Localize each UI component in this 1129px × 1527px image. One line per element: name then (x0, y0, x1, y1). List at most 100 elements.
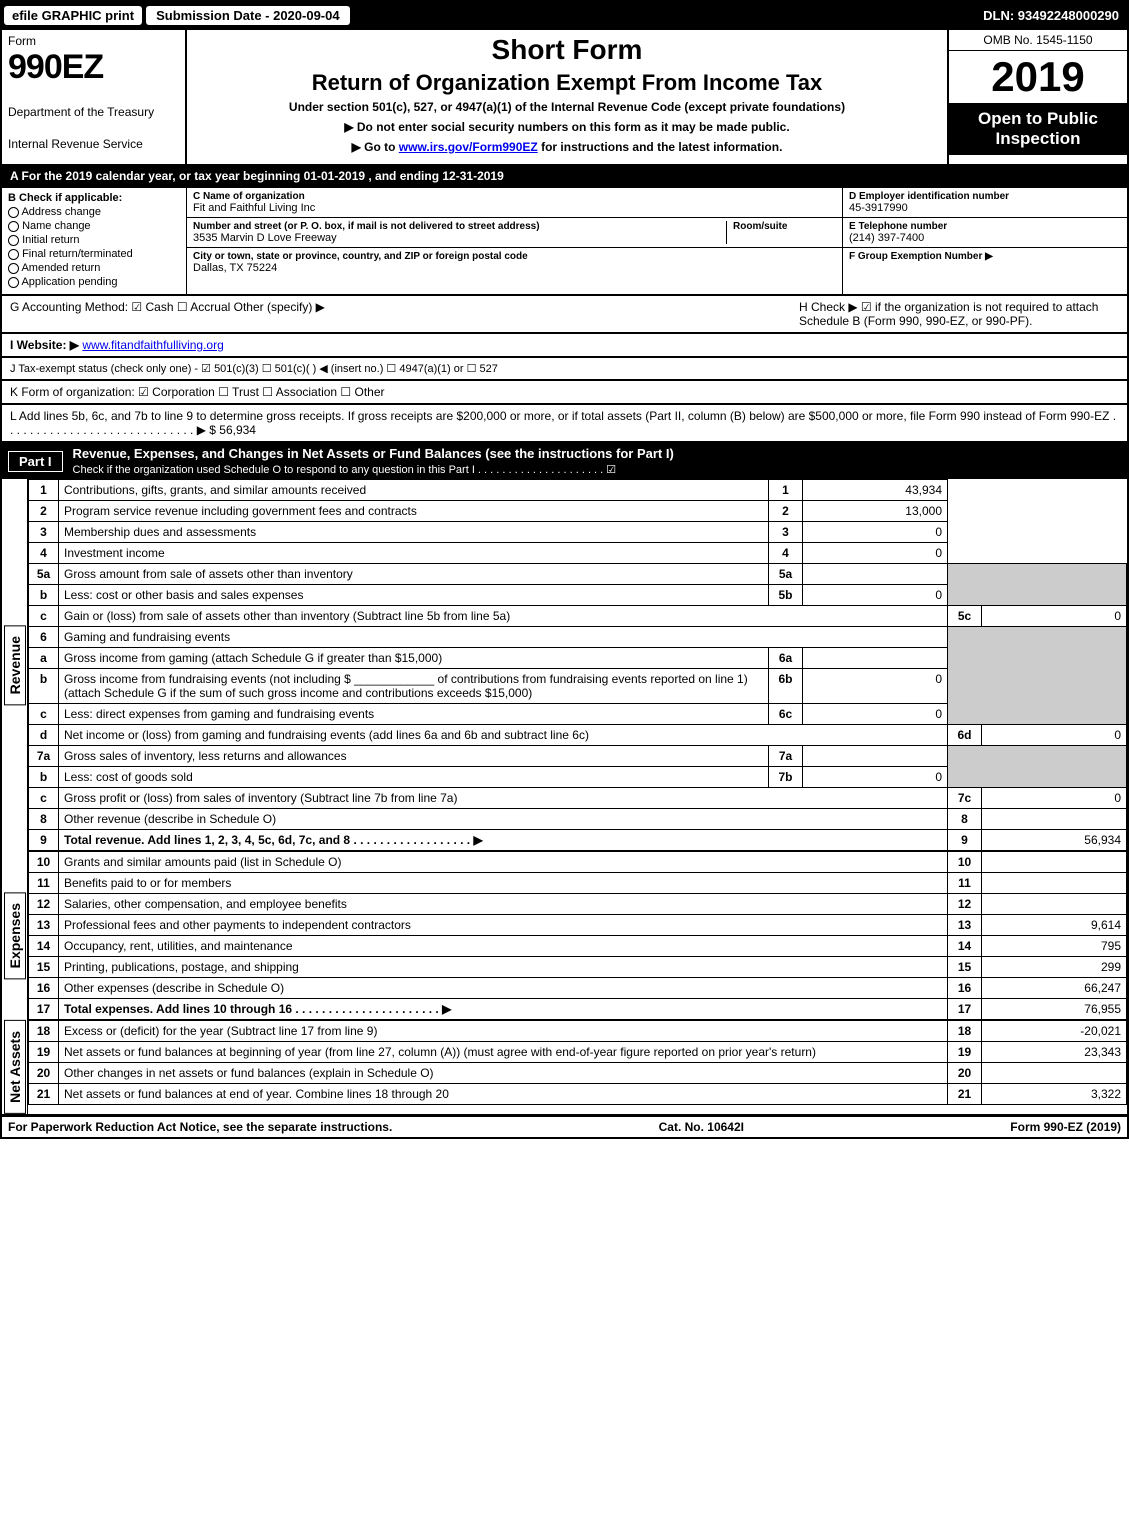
chk-final-return[interactable] (8, 249, 19, 260)
line-16: 16Other expenses (describe in Schedule O… (29, 978, 1127, 999)
line-a-tax-year: A For the 2019 calendar year, or tax yea… (0, 166, 1129, 188)
line-17: 17Total expenses. Add lines 10 through 1… (29, 999, 1127, 1020)
cat-number: Cat. No. 10642I (392, 1120, 1010, 1134)
open-to-public: Open to Public Inspection (949, 103, 1127, 155)
city-state-zip: Dallas, TX 75224 (193, 262, 836, 274)
form-label: Form (8, 34, 179, 48)
box-h-schedule-b: H Check ▶ ☑ if the organization is not r… (799, 300, 1119, 328)
line-5c: cGain or (loss) from sale of assets othe… (29, 606, 1127, 627)
instruct-ssn: ▶ Do not enter social security numbers o… (197, 120, 937, 134)
line-5a: 5aGross amount from sale of assets other… (29, 564, 1127, 585)
revenue-side-label: Revenue (4, 625, 26, 705)
goto-prefix: ▶ Go to (352, 140, 399, 154)
line-2: 2Program service revenue including gover… (29, 501, 1127, 522)
chk-application-pending[interactable] (8, 277, 19, 288)
chk-initial-return[interactable] (8, 235, 19, 246)
top-bar: efile GRAPHIC print Submission Date - 20… (0, 0, 1129, 30)
line-7c: cGross profit or (loss) from sales of in… (29, 788, 1127, 809)
line-19: 19Net assets or fund balances at beginni… (29, 1042, 1127, 1063)
opt-application-pending: Application pending (21, 276, 117, 288)
row-i: I Website: ▶ www.fitandfaithfulliving.or… (0, 334, 1129, 358)
group-exemption-label: F Group Exemption Number ▶ (849, 251, 1121, 262)
opt-final-return: Final return/terminated (22, 248, 133, 260)
row-gh: G Accounting Method: ☑ Cash ☐ Accrual Ot… (0, 296, 1129, 334)
subtitle: Under section 501(c), 527, or 4947(a)(1)… (197, 100, 937, 114)
dept-irs: Internal Revenue Service (8, 137, 179, 151)
expenses-section: Expenses 10Grants and similar amounts pa… (0, 851, 1129, 1020)
line-10: 10Grants and similar amounts paid (list … (29, 852, 1127, 873)
box-j-tax-exempt: J Tax-exempt status (check only one) - ☑… (10, 362, 1119, 375)
box-b: B Check if applicable: Address change Na… (2, 188, 187, 294)
line-14: 14Occupancy, rent, utilities, and mainte… (29, 936, 1127, 957)
chk-amended-return[interactable] (8, 263, 19, 274)
dept-treasury: Department of the Treasury (8, 105, 179, 119)
line-11: 11Benefits paid to or for members11 (29, 873, 1127, 894)
line-4: 4Investment income40 (29, 543, 1127, 564)
line-9: 9Total revenue. Add lines 1, 2, 3, 4, 5c… (29, 830, 1127, 851)
part-1-header: Part I Revenue, Expenses, and Changes in… (0, 443, 1129, 479)
paperwork-notice: For Paperwork Reduction Act Notice, see … (8, 1120, 392, 1134)
box-b-label: B Check if applicable: (8, 192, 180, 204)
chk-address-change[interactable] (8, 207, 19, 218)
address: 3535 Marvin D Love Freeway (193, 232, 726, 244)
submission-date: Submission Date - 2020-09-04 (146, 6, 350, 25)
address-label: Number and street (or P. O. box, if mail… (193, 221, 726, 232)
goto-suffix: for instructions and the latest informat… (538, 140, 783, 154)
page-footer: For Paperwork Reduction Act Notice, see … (0, 1116, 1129, 1139)
line-12: 12Salaries, other compensation, and empl… (29, 894, 1127, 915)
line-6d: dNet income or (loss) from gaming and fu… (29, 725, 1127, 746)
net-assets-side-label: Net Assets (4, 1020, 26, 1114)
row-j: J Tax-exempt status (check only one) - ☑… (0, 358, 1129, 381)
instruct-goto: ▶ Go to www.irs.gov/Form990EZ for instru… (197, 140, 937, 154)
form-header: Form 990EZ Department of the Treasury In… (0, 30, 1129, 166)
opt-address-change: Address change (21, 206, 101, 218)
line-3: 3Membership dues and assessments30 (29, 522, 1127, 543)
revenue-table: 1Contributions, gifts, grants, and simil… (28, 479, 1127, 851)
expenses-table: 10Grants and similar amounts paid (list … (28, 851, 1127, 1020)
expenses-side-label: Expenses (4, 892, 26, 979)
net-assets-table: 18Excess or (deficit) for the year (Subt… (28, 1020, 1127, 1105)
tax-year-large: 2019 (949, 51, 1127, 103)
ein-label: D Employer identification number (849, 191, 1121, 202)
opt-initial-return: Initial return (22, 234, 79, 246)
part-1-subtitle: Check if the organization used Schedule … (73, 464, 617, 476)
line-l-gross-receipts: L Add lines 5b, 6c, and 7b to line 9 to … (0, 405, 1129, 443)
phone: (214) 397-7400 (849, 232, 1121, 244)
org-name-label: C Name of organization (193, 191, 836, 202)
irs-link[interactable]: www.irs.gov/Form990EZ (399, 140, 538, 154)
opt-amended-return: Amended return (21, 262, 100, 274)
entity-info-block: B Check if applicable: Address change Na… (0, 188, 1129, 296)
ein: 45-3917990 (849, 202, 1121, 214)
line-15: 15Printing, publications, postage, and s… (29, 957, 1127, 978)
box-c: C Name of organization Fit and Faithful … (187, 188, 842, 294)
line-7a: 7aGross sales of inventory, less returns… (29, 746, 1127, 767)
line-1: 1Contributions, gifts, grants, and simil… (29, 480, 1127, 501)
city-label: City or town, state or province, country… (193, 251, 836, 262)
net-assets-section: Net Assets 18Excess or (deficit) for the… (0, 1020, 1129, 1116)
org-name: Fit and Faithful Living Inc (193, 202, 836, 214)
phone-label: E Telephone number (849, 221, 1121, 232)
website-label: I Website: ▶ (10, 338, 79, 352)
omb-number: OMB No. 1545-1150 (949, 30, 1127, 51)
part-1-label: Part I (8, 451, 63, 472)
line-8: 8Other revenue (describe in Schedule O)8 (29, 809, 1127, 830)
dln: DLN: 93492248000290 (983, 8, 1127, 23)
opt-name-change: Name change (22, 220, 91, 232)
form-ref: Form 990-EZ (2019) (1010, 1120, 1121, 1134)
box-def: D Employer identification number 45-3917… (842, 188, 1127, 294)
line-20: 20Other changes in net assets or fund ba… (29, 1063, 1127, 1084)
chk-name-change[interactable] (8, 221, 19, 232)
form-number: 990EZ (8, 48, 179, 87)
row-k: K Form of organization: ☑ Corporation ☐ … (0, 381, 1129, 405)
line-6: 6Gaming and fundraising events (29, 627, 1127, 648)
short-form-title: Short Form (197, 34, 937, 66)
line-18: 18Excess or (deficit) for the year (Subt… (29, 1021, 1127, 1042)
line-13: 13Professional fees and other payments t… (29, 915, 1127, 936)
room-suite-label: Room/suite (733, 221, 836, 232)
box-k-form-org: K Form of organization: ☑ Corporation ☐ … (10, 385, 1119, 399)
part-1-title: Revenue, Expenses, and Changes in Net As… (73, 446, 674, 461)
return-title: Return of Organization Exempt From Incom… (197, 70, 937, 96)
website-link[interactable]: www.fitandfaithfulliving.org (82, 338, 223, 352)
efile-print-button[interactable]: efile GRAPHIC print (4, 6, 142, 25)
line-21: 21Net assets or fund balances at end of … (29, 1084, 1127, 1105)
